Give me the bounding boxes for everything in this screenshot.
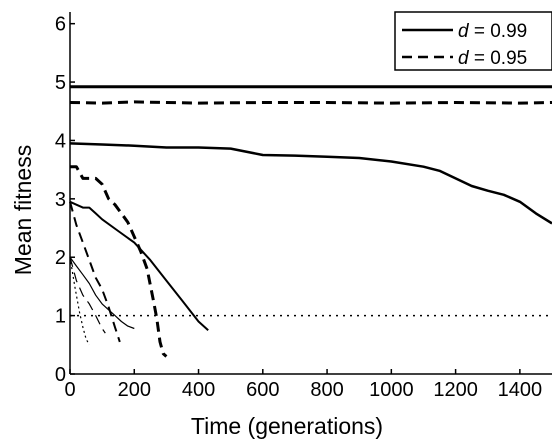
y-tick-label: 6 (55, 14, 66, 36)
x-tick-label: 400 (182, 379, 215, 401)
series-line-5 (69, 201, 121, 343)
y-tick-label: 5 (55, 72, 66, 94)
legend-text-0: = 0.99 (469, 21, 528, 42)
legend-var-0: d (458, 21, 470, 42)
x-tick-label: 0 (64, 379, 75, 401)
series-line-3 (70, 165, 168, 358)
y-tick-label: 2 (55, 247, 66, 269)
x-tick-label: 1400 (498, 379, 543, 401)
legend-text-1: = 0.95 (469, 48, 528, 69)
series-line-1 (69, 100, 552, 105)
x-tick-label: 1000 (369, 379, 414, 401)
y-axis-title: Mean fitness (10, 145, 36, 275)
series-line-7 (69, 257, 106, 334)
x-tick-label: 200 (118, 379, 151, 401)
axes: 0 200 400 600 800 1000 1200 1400 0 1 2 3 4 5 6 (55, 12, 552, 401)
y-tick-label: 3 (55, 189, 66, 211)
x-tick-label: 1200 (433, 379, 478, 401)
series-line-6 (69, 256, 135, 330)
x-axis-title: Time (generations) (191, 413, 383, 439)
series-line-4 (69, 200, 209, 331)
x-tick-label: 600 (246, 379, 279, 401)
y-tick-label: 1 (55, 306, 66, 328)
legend-var-1: d (458, 48, 470, 69)
series-group (69, 85, 552, 358)
y-tick-label: 4 (55, 130, 66, 152)
y-tick-label: 0 (55, 364, 66, 386)
legend-entry-1: d = 0.95 (458, 48, 527, 69)
legend: d = 0.99 d = 0.95 (394, 11, 552, 71)
legend-box (394, 11, 552, 71)
x-tick-label: 800 (310, 379, 343, 401)
series-line-2 (69, 142, 552, 225)
legend-entry-0: d = 0.99 (458, 21, 527, 42)
